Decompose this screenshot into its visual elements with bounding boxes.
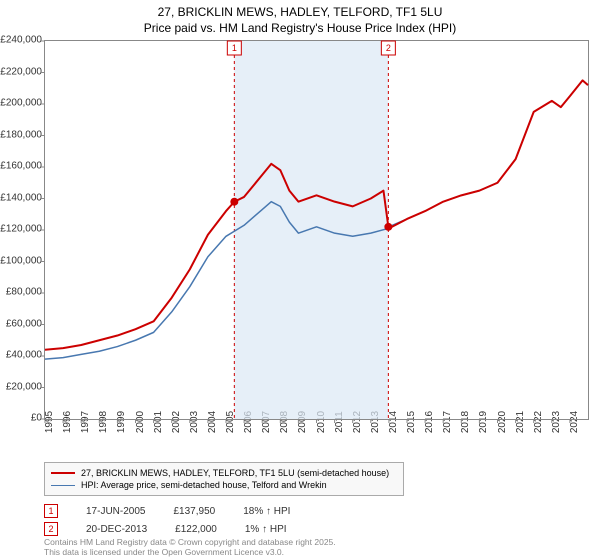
chart-container: 27, BRICKLIN MEWS, HADLEY, TELFORD, TF1 …: [0, 0, 600, 560]
legend-swatch-price-paid: [51, 472, 75, 474]
svg-text:1: 1: [232, 43, 237, 53]
y-tick-label: £220,000: [0, 66, 42, 77]
y-tick-label: £0: [31, 413, 42, 424]
sale-date-2: 20-DEC-2013: [86, 524, 147, 535]
y-tick-label: £180,000: [0, 129, 42, 140]
footer-line2: This data is licensed under the Open Gov…: [44, 547, 336, 557]
y-tick-label: £40,000: [6, 350, 42, 361]
sale-date-1: 17-JUN-2005: [86, 506, 145, 517]
sales-row-2: 2 20-DEC-2013 £122,000 1% ↑ HPI: [44, 520, 290, 538]
sale-delta-2: 1% ↑ HPI: [245, 524, 287, 535]
footer: Contains HM Land Registry data © Crown c…: [44, 537, 336, 557]
y-tick-label: £100,000: [0, 255, 42, 266]
sale-price-2: £122,000: [175, 524, 217, 535]
y-tick-label: £140,000: [0, 192, 42, 203]
legend-row-hpi: HPI: Average price, semi-detached house,…: [51, 479, 397, 491]
title-line1: 27, BRICKLIN MEWS, HADLEY, TELFORD, TF1 …: [0, 5, 600, 21]
sale-price-1: £137,950: [173, 506, 215, 517]
plot-svg: 12: [45, 41, 588, 419]
sale-marker-1: 1: [44, 504, 58, 518]
sale-marker-2: 2: [44, 522, 58, 536]
y-tick-label: £60,000: [6, 318, 42, 329]
legend-label-hpi: HPI: Average price, semi-detached house,…: [81, 480, 327, 490]
chart-title: 27, BRICKLIN MEWS, HADLEY, TELFORD, TF1 …: [0, 0, 600, 36]
sale-delta-1: 18% ↑ HPI: [243, 506, 290, 517]
sales-row-1: 1 17-JUN-2005 £137,950 18% ↑ HPI: [44, 502, 290, 520]
sales-table: 1 17-JUN-2005 £137,950 18% ↑ HPI 2 20-DE…: [44, 502, 290, 538]
plot-area: 12: [44, 40, 589, 420]
title-line2: Price paid vs. HM Land Registry's House …: [0, 21, 600, 37]
y-tick-label: £120,000: [0, 224, 42, 235]
y-tick-label: £80,000: [6, 287, 42, 298]
legend: 27, BRICKLIN MEWS, HADLEY, TELFORD, TF1 …: [44, 462, 404, 496]
svg-text:2: 2: [386, 43, 391, 53]
y-tick-label: £20,000: [6, 381, 42, 392]
y-tick-label: £240,000: [0, 35, 42, 46]
legend-row-price-paid: 27, BRICKLIN MEWS, HADLEY, TELFORD, TF1 …: [51, 467, 397, 479]
legend-swatch-hpi: [51, 485, 75, 486]
y-tick-label: £200,000: [0, 98, 42, 109]
footer-line1: Contains HM Land Registry data © Crown c…: [44, 537, 336, 547]
y-tick-label: £160,000: [0, 161, 42, 172]
legend-label-price-paid: 27, BRICKLIN MEWS, HADLEY, TELFORD, TF1 …: [81, 468, 389, 478]
